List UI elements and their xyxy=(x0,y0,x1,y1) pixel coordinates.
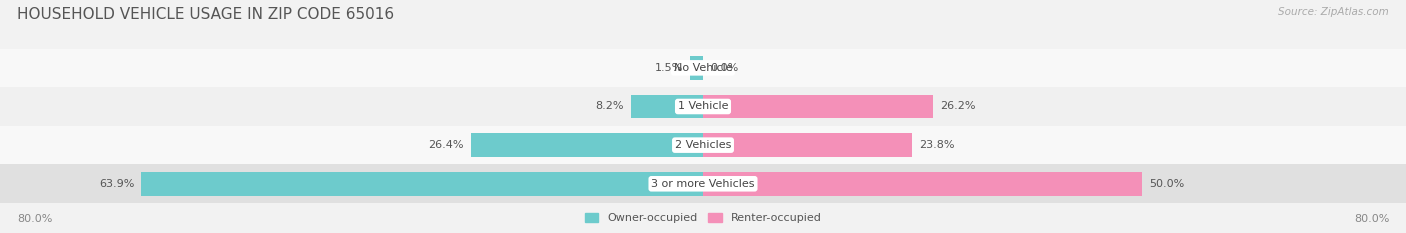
Bar xyxy=(631,95,703,118)
Bar xyxy=(142,172,703,196)
Bar xyxy=(690,56,703,80)
Bar xyxy=(0,164,1406,203)
Text: No Vehicle: No Vehicle xyxy=(673,63,733,73)
Text: 80.0%: 80.0% xyxy=(17,214,52,224)
Text: 2 Vehicles: 2 Vehicles xyxy=(675,140,731,150)
Legend: Owner-occupied, Renter-occupied: Owner-occupied, Renter-occupied xyxy=(581,208,825,227)
Text: 26.2%: 26.2% xyxy=(941,102,976,112)
Text: 3 or more Vehicles: 3 or more Vehicles xyxy=(651,179,755,189)
Text: Source: ZipAtlas.com: Source: ZipAtlas.com xyxy=(1278,7,1389,17)
Text: 8.2%: 8.2% xyxy=(595,102,624,112)
Text: 1 Vehicle: 1 Vehicle xyxy=(678,102,728,112)
Bar xyxy=(471,133,703,157)
Bar xyxy=(703,95,934,118)
Bar xyxy=(703,133,912,157)
Text: 23.8%: 23.8% xyxy=(920,140,955,150)
Text: 80.0%: 80.0% xyxy=(1354,214,1389,224)
Bar xyxy=(703,172,1142,196)
Text: 0.0%: 0.0% xyxy=(710,63,738,73)
Text: 63.9%: 63.9% xyxy=(98,179,135,189)
Text: HOUSEHOLD VEHICLE USAGE IN ZIP CODE 65016: HOUSEHOLD VEHICLE USAGE IN ZIP CODE 6501… xyxy=(17,7,394,22)
Bar xyxy=(0,48,1406,87)
Bar xyxy=(0,87,1406,126)
Text: 50.0%: 50.0% xyxy=(1150,179,1185,189)
Text: 1.5%: 1.5% xyxy=(655,63,683,73)
Bar xyxy=(0,126,1406,164)
Text: 26.4%: 26.4% xyxy=(429,140,464,150)
